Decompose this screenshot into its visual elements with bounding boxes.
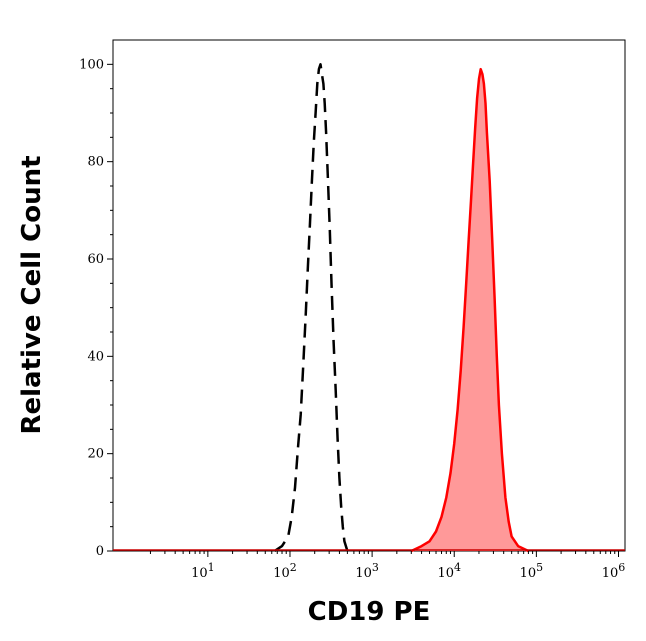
cd19-pe-histogram-fill: [411, 69, 529, 551]
y-axis-title: Relative Cell Count: [17, 155, 47, 434]
x-tick-exponent: 1: [208, 561, 215, 574]
x-tick-label: 106: [602, 561, 626, 581]
x-tick-base: 10: [191, 566, 208, 581]
isotype-control-histogram: [273, 63, 349, 553]
x-tick-exponent: 6: [618, 561, 625, 574]
x-tick-exponent: 3: [372, 561, 379, 574]
x-tick-label: 102: [273, 561, 297, 581]
series-layer: [113, 63, 625, 553]
x-tick-exponent: 4: [454, 561, 461, 574]
x-tick-label: 103: [355, 561, 379, 581]
y-tick-label: 60: [87, 252, 104, 267]
y-tick-label: 80: [87, 155, 104, 170]
x-tick-label: 104: [437, 561, 461, 581]
y-tick-label: 20: [87, 447, 104, 462]
x-tick-label: 101: [191, 561, 215, 581]
cd19-pe-histogram-line: [410, 67, 529, 553]
x-tick-base: 10: [273, 566, 290, 581]
x-tick-base: 10: [437, 566, 454, 581]
y-axis-ticks: 0 20 40 60 80 100: [79, 57, 113, 559]
y-tick-label: 0: [96, 544, 104, 559]
y-tick-label: 100: [79, 57, 104, 72]
x-tick-label: 105: [520, 561, 544, 581]
y-tick-label: 40: [87, 349, 104, 364]
x-tick-base: 10: [355, 566, 372, 581]
x-tick-base: 10: [520, 566, 537, 581]
x-tick-exponent: 2: [290, 561, 297, 574]
x-tick-exponent: 5: [536, 561, 543, 574]
x-axis-title: CD19 PE: [308, 597, 431, 627]
plot-frame: [112, 39, 626, 552]
x-tick-base: 10: [602, 566, 619, 581]
x-axis-ticks: 101 102 103 104 105 106: [149, 551, 626, 581]
